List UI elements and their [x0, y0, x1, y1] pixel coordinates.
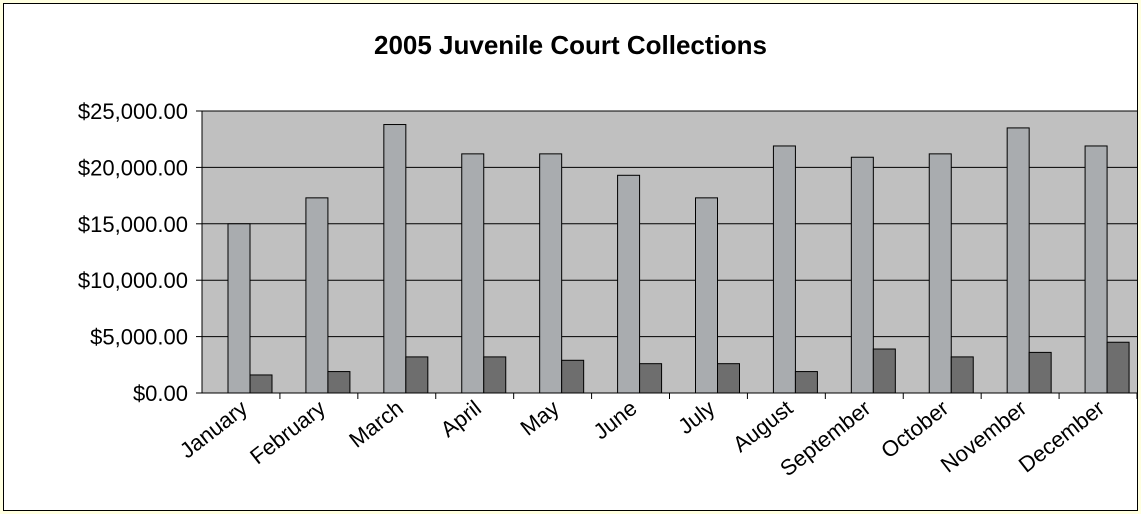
x-tick-label: November: [936, 395, 1031, 477]
y-tick-label: $20,000.00: [78, 155, 188, 180]
chart-title: 2005 Juvenile Court Collections: [373, 30, 767, 60]
bar-series-2: [1028, 351, 1052, 394]
x-tick-label: December: [1014, 395, 1109, 477]
y-tick-label: $0.00: [133, 381, 188, 406]
x-tick-label: April: [436, 395, 486, 442]
bar-series-2: [639, 363, 663, 394]
bar-series-1: [850, 156, 874, 394]
y-tick-label: $15,000.00: [78, 212, 188, 237]
bar-series-1: [1084, 145, 1108, 394]
bar-series-2: [405, 356, 429, 394]
bar-series-1: [772, 145, 796, 394]
chart-svg: $0.00 $5,000.00 $10,000.00 $15,000.00 $20,00…: [78, 99, 1137, 481]
y-tick-label: $10,000.00: [78, 268, 188, 293]
bar-series-1: [695, 197, 718, 394]
x-tick-label: March: [344, 395, 408, 452]
bar-series-1: [305, 197, 329, 394]
bar-series-2: [561, 359, 585, 394]
x-tick-label: August: [728, 395, 797, 457]
axes: [201, 111, 1137, 399]
bar-series-1: [227, 223, 251, 394]
bar-series-1: [383, 124, 407, 394]
bar-series-1: [1006, 127, 1030, 394]
y-tick-labels: $0.00 $5,000.00 $10,000.00 $15,000.00 $20,00…: [78, 99, 188, 406]
x-tick-label: June: [589, 395, 642, 444]
bar-series-1: [928, 153, 952, 394]
y-tick-label: $5,000.00: [90, 325, 188, 350]
bar-series-2: [483, 356, 507, 394]
bar-series-2: [717, 363, 740, 394]
bar-series-2: [1106, 341, 1130, 394]
x-tick-label: July: [673, 395, 719, 439]
x-tick-label: May: [516, 395, 564, 440]
chart-frame: 2005 Juvenile Court Collections $0.00 $5,…: [3, 3, 1138, 511]
bar-series-2: [327, 371, 351, 394]
y-tick-label: $25,000.00: [78, 99, 188, 124]
plot-area: [202, 111, 1137, 393]
bar-series-2: [950, 356, 974, 394]
bar-series-2: [872, 348, 896, 394]
bar-series-1: [461, 153, 485, 394]
x-tick-label: February: [245, 395, 330, 469]
bar-series-1: [617, 174, 641, 394]
bar-series-1: [539, 153, 563, 394]
bar-series-2: [249, 374, 273, 394]
bar-series-2: [794, 371, 818, 394]
gridlines: [196, 110, 1137, 394]
